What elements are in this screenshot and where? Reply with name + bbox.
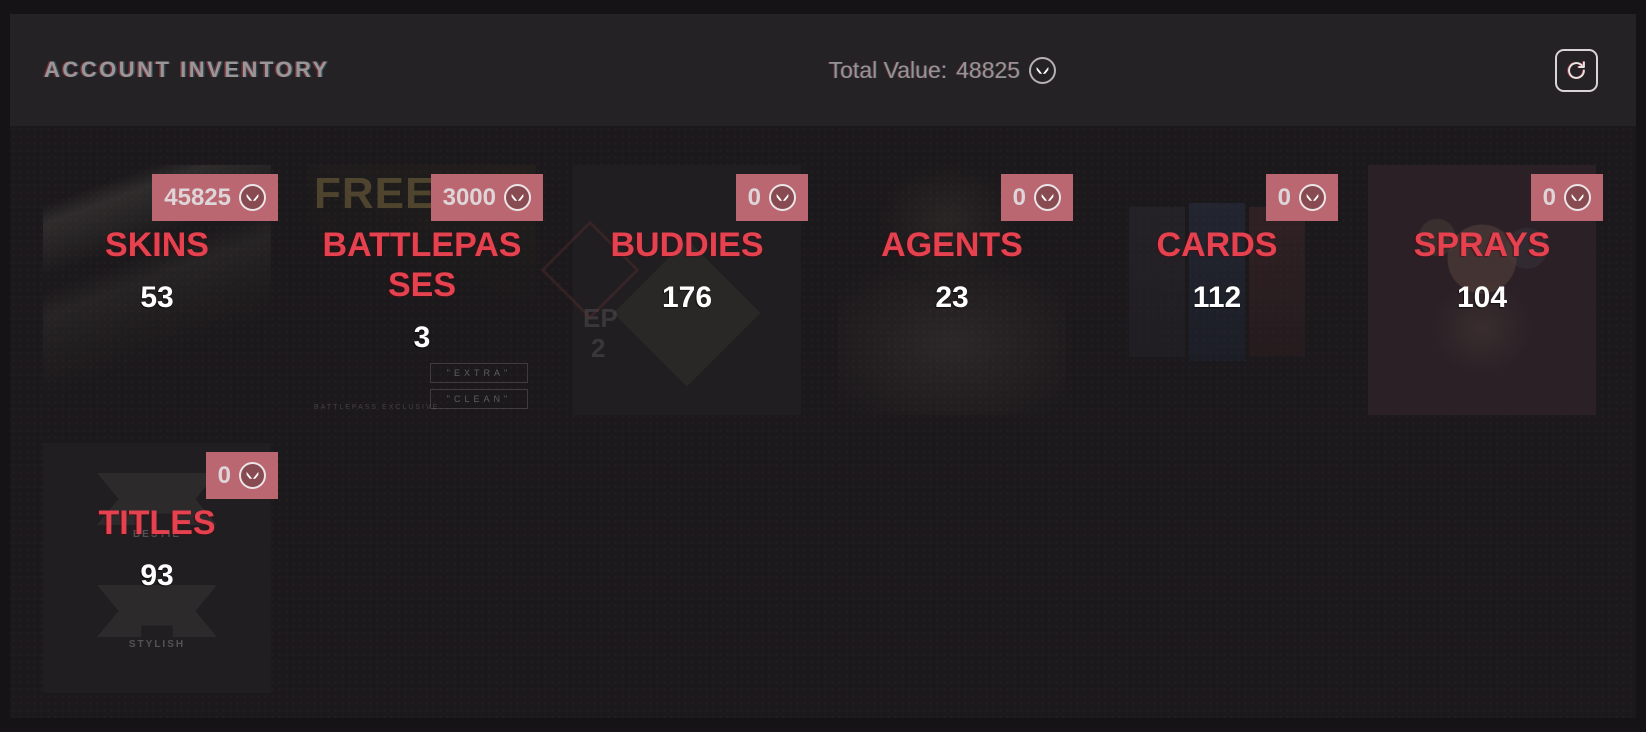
inventory-card-buddies[interactable]: EP 2 0 BUDDIES 176 <box>573 165 808 415</box>
inventory-card-battlepasses[interactable]: FREE "EXTRA" "CLEAN" BATTLEPASS EXCLUSIVE 3… <box>308 165 543 415</box>
inventory-card-agents[interactable]: 0 AGENTS 23 <box>838 165 1073 415</box>
card-count: 3 <box>413 321 431 354</box>
inventory-card-titles[interactable]: BESTIE STYLISH 0 TITLES 93 <box>43 443 278 693</box>
badge-value: 0 <box>1012 183 1026 211</box>
card-count: 53 <box>140 281 174 314</box>
total-value-amount: 48825 <box>956 56 1021 83</box>
card-count: 176 <box>661 281 713 314</box>
badge-value: 0 <box>1542 183 1556 211</box>
valorant-points-icon <box>239 462 266 489</box>
valorant-points-icon <box>769 184 796 211</box>
card-title: SPRAYS <box>1413 226 1551 264</box>
page: ACCOUNT INVENTORY Total Value: 48825 <box>10 14 1636 718</box>
card-title: BATTLEPASSES <box>322 226 522 304</box>
valorant-points-icon <box>239 184 266 211</box>
refresh-icon <box>1566 60 1587 81</box>
value-badge: 0 <box>735 174 808 221</box>
total-value-label: Total Value: <box>828 56 948 83</box>
card-art-text: "CLEAN" <box>430 389 528 409</box>
valorant-points-icon <box>1299 184 1326 211</box>
inventory-grid: 45825 SKINS 53 FREE "EXTRA" "CLEAN" BATTLEP… <box>43 165 1603 693</box>
total-value: Total Value: 48825 <box>330 56 1555 84</box>
page-title: ACCOUNT INVENTORY <box>44 57 330 82</box>
valorant-points-icon <box>1029 56 1057 84</box>
badge-value: 0 <box>1277 183 1291 211</box>
value-badge: 45825 <box>152 174 278 221</box>
badge-value: 45825 <box>164 183 231 211</box>
value-badge: 0 <box>1530 174 1603 221</box>
card-art-text: BATTLEPASS EXCLUSIVE <box>314 404 440 411</box>
header-bar: ACCOUNT INVENTORY Total Value: 48825 <box>10 14 1636 126</box>
card-art-text: "EXTRA" <box>430 363 528 383</box>
card-title: AGENTS <box>881 226 1023 264</box>
card-title: CARDS <box>1156 226 1278 264</box>
valorant-points-icon <box>504 184 531 211</box>
badge-value: 0 <box>747 183 761 211</box>
card-art-text: EP <box>583 303 618 333</box>
valorant-points-icon <box>1034 184 1061 211</box>
card-count: 93 <box>140 559 174 592</box>
badge-value: 3000 <box>442 183 496 211</box>
card-art-text: STYLISH <box>128 639 186 650</box>
inventory-card-skins[interactable]: 45825 SKINS 53 <box>43 165 278 415</box>
valorant-points-icon <box>1564 184 1591 211</box>
card-art-text: FREE <box>314 169 436 218</box>
refresh-button[interactable] <box>1555 48 1598 92</box>
value-badge: 0 <box>205 452 278 499</box>
card-count: 104 <box>1456 281 1508 314</box>
card-title: TITLES <box>98 504 216 542</box>
value-badge: 0 <box>1265 174 1338 221</box>
inventory-card-cards[interactable]: 0 CARDS 112 <box>1103 165 1338 415</box>
value-badge: 0 <box>1000 174 1073 221</box>
card-art-text: 2 <box>591 333 606 363</box>
badge-value: 0 <box>217 461 231 489</box>
card-title: BUDDIES <box>610 226 764 264</box>
card-count: 112 <box>1192 281 1242 314</box>
value-badge: 3000 <box>430 174 543 221</box>
inventory-card-sprays[interactable]: 0 SPRAYS 104 <box>1368 165 1603 415</box>
card-count: 23 <box>935 281 969 314</box>
card-title: SKINS <box>105 226 209 264</box>
